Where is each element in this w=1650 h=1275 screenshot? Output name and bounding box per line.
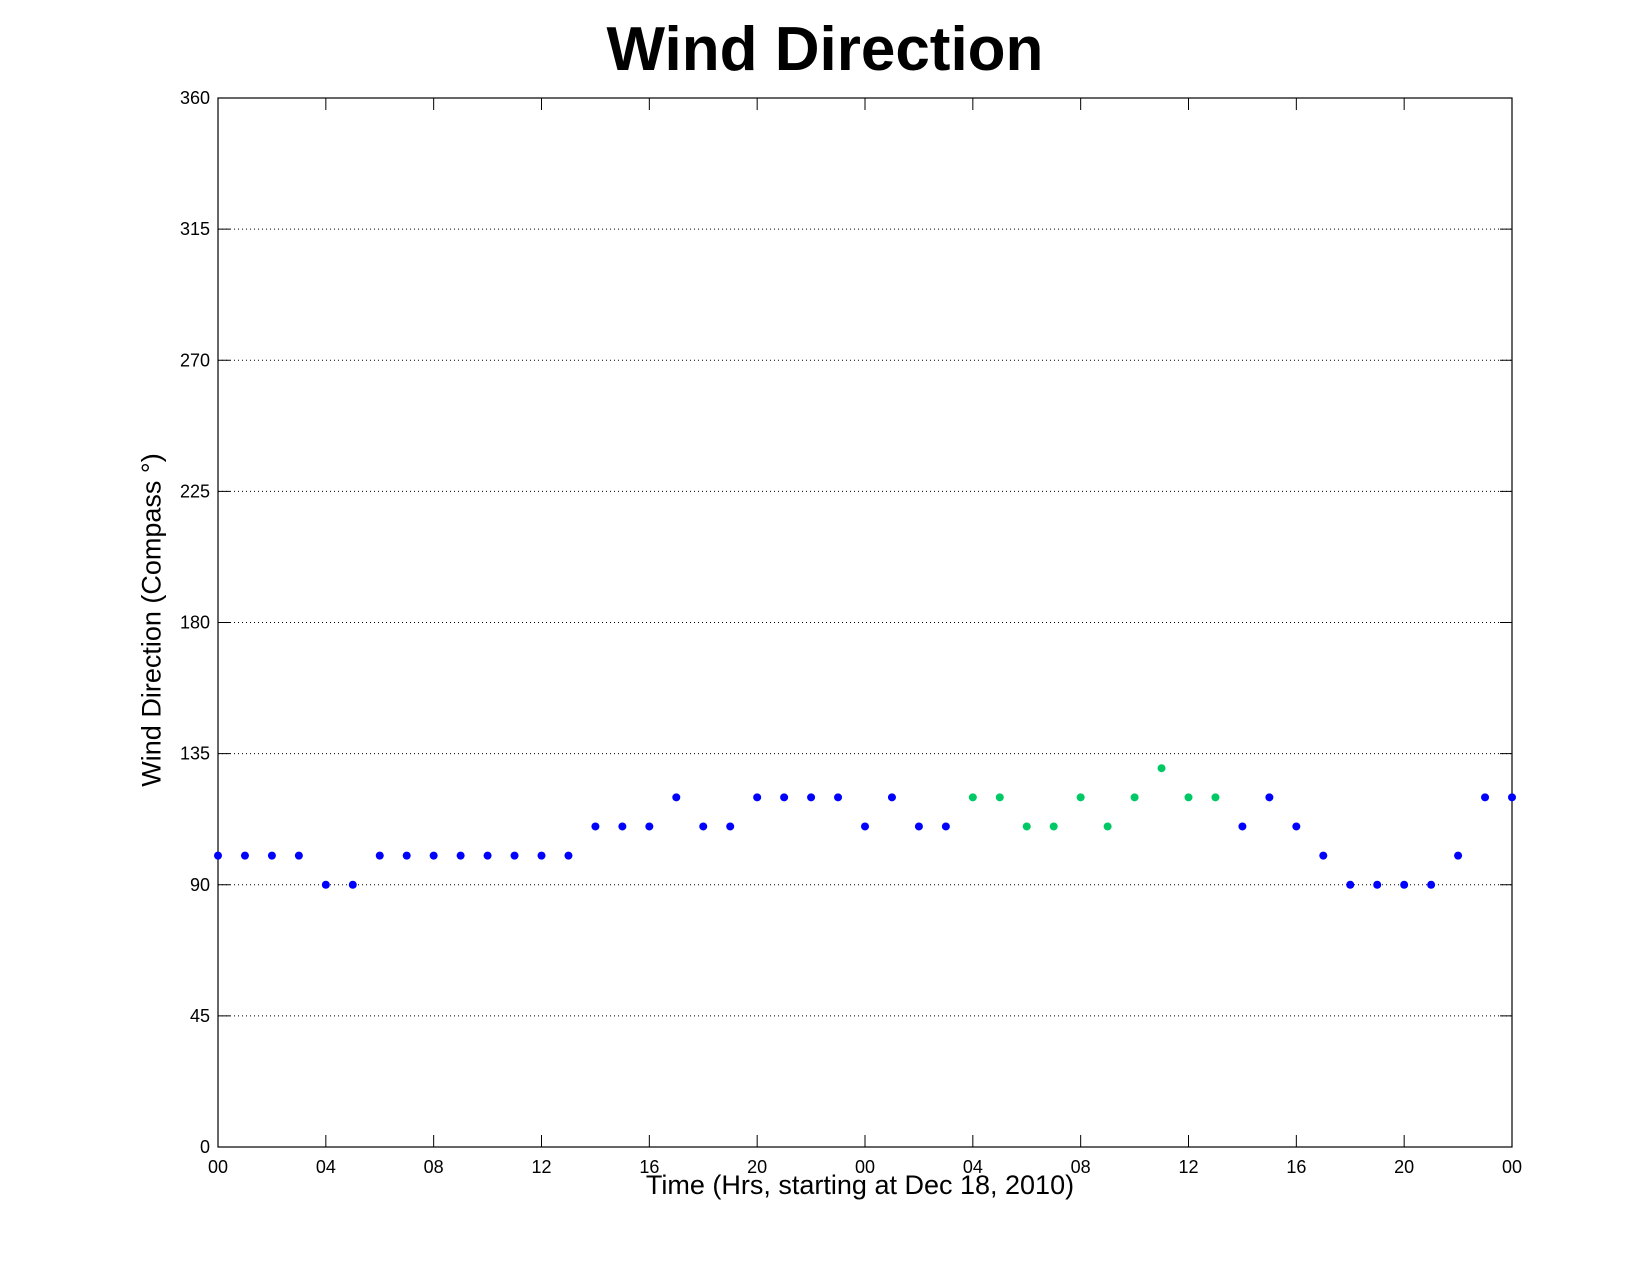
data-point [510, 851, 519, 860]
data-point [537, 851, 546, 860]
y-tick-label: 225 [180, 481, 210, 501]
x-tick-label: 00 [208, 1157, 228, 1177]
x-tick-label: 04 [963, 1157, 983, 1177]
x-tick-label: 20 [747, 1157, 767, 1177]
data-point [1427, 880, 1436, 889]
data-point [834, 793, 843, 802]
x-tick-label: 00 [855, 1157, 875, 1177]
x-tick-label: 16 [639, 1157, 659, 1177]
data-point [887, 793, 896, 802]
data-point [672, 793, 681, 802]
data-point [240, 851, 249, 860]
data-point [726, 822, 735, 831]
data-point [914, 822, 923, 831]
data-point [294, 851, 303, 860]
data-point [429, 851, 438, 860]
data-point [968, 793, 977, 802]
y-tick-label: 315 [180, 219, 210, 239]
data-point [1076, 793, 1085, 802]
data-point [1049, 822, 1058, 831]
data-point [1373, 880, 1382, 889]
data-point [1292, 822, 1301, 831]
y-tick-label: 270 [180, 350, 210, 370]
y-axis-label: Wind Direction (Compass °) [136, 453, 167, 787]
data-point [1184, 793, 1193, 802]
x-tick-label: 12 [531, 1157, 551, 1177]
x-axis-label: Time (Hrs, starting at Dec 18, 2010) [645, 1170, 1075, 1200]
data-point [348, 880, 357, 889]
data-point [995, 793, 1004, 802]
data-point [591, 822, 600, 831]
data-point [807, 793, 816, 802]
y-tick-label: 45 [190, 1006, 210, 1026]
data-point [564, 851, 573, 860]
data-point [861, 822, 869, 831]
data-point [1157, 764, 1166, 773]
x-tick-label: 12 [1178, 1157, 1198, 1177]
y-tick-label: 90 [190, 875, 210, 895]
data-point [267, 851, 276, 860]
y-tick-label: 135 [180, 744, 210, 764]
x-tick-label: 04 [316, 1157, 336, 1177]
data-point [1319, 851, 1328, 860]
data-point [483, 851, 492, 860]
x-tick-label: 08 [1071, 1157, 1091, 1177]
data-point [1211, 793, 1220, 802]
axes-frame [217, 97, 1513, 1148]
x-tick-label: 16 [1286, 1157, 1306, 1177]
data-point [1103, 822, 1112, 831]
data-point [321, 880, 330, 889]
data-point [456, 851, 465, 860]
data-point [1400, 880, 1409, 889]
x-tick-label: 00 [1502, 1157, 1522, 1177]
y-tick-label: 0 [200, 1137, 210, 1157]
x-tick-label: 08 [424, 1157, 444, 1177]
data-point [780, 793, 789, 802]
data-point [753, 793, 762, 802]
data-point [1481, 793, 1490, 802]
data-point [375, 851, 384, 860]
chart-title: Wind Direction [606, 15, 1044, 84]
data-point [1454, 851, 1463, 860]
data-point [1022, 822, 1031, 831]
data-point [645, 822, 654, 831]
data-point [1508, 793, 1516, 802]
y-tick-label: 360 [180, 88, 210, 108]
x-tick-label: 20 [1394, 1157, 1414, 1177]
data-point [618, 822, 627, 831]
data-point [214, 851, 222, 860]
data-point [941, 822, 950, 831]
data-point [1130, 793, 1139, 802]
data-point [1346, 880, 1355, 889]
y-tick-label: 180 [180, 613, 210, 633]
data-point [1265, 793, 1274, 802]
data-point [402, 851, 411, 860]
data-point [699, 822, 708, 831]
data-point [1238, 822, 1247, 831]
